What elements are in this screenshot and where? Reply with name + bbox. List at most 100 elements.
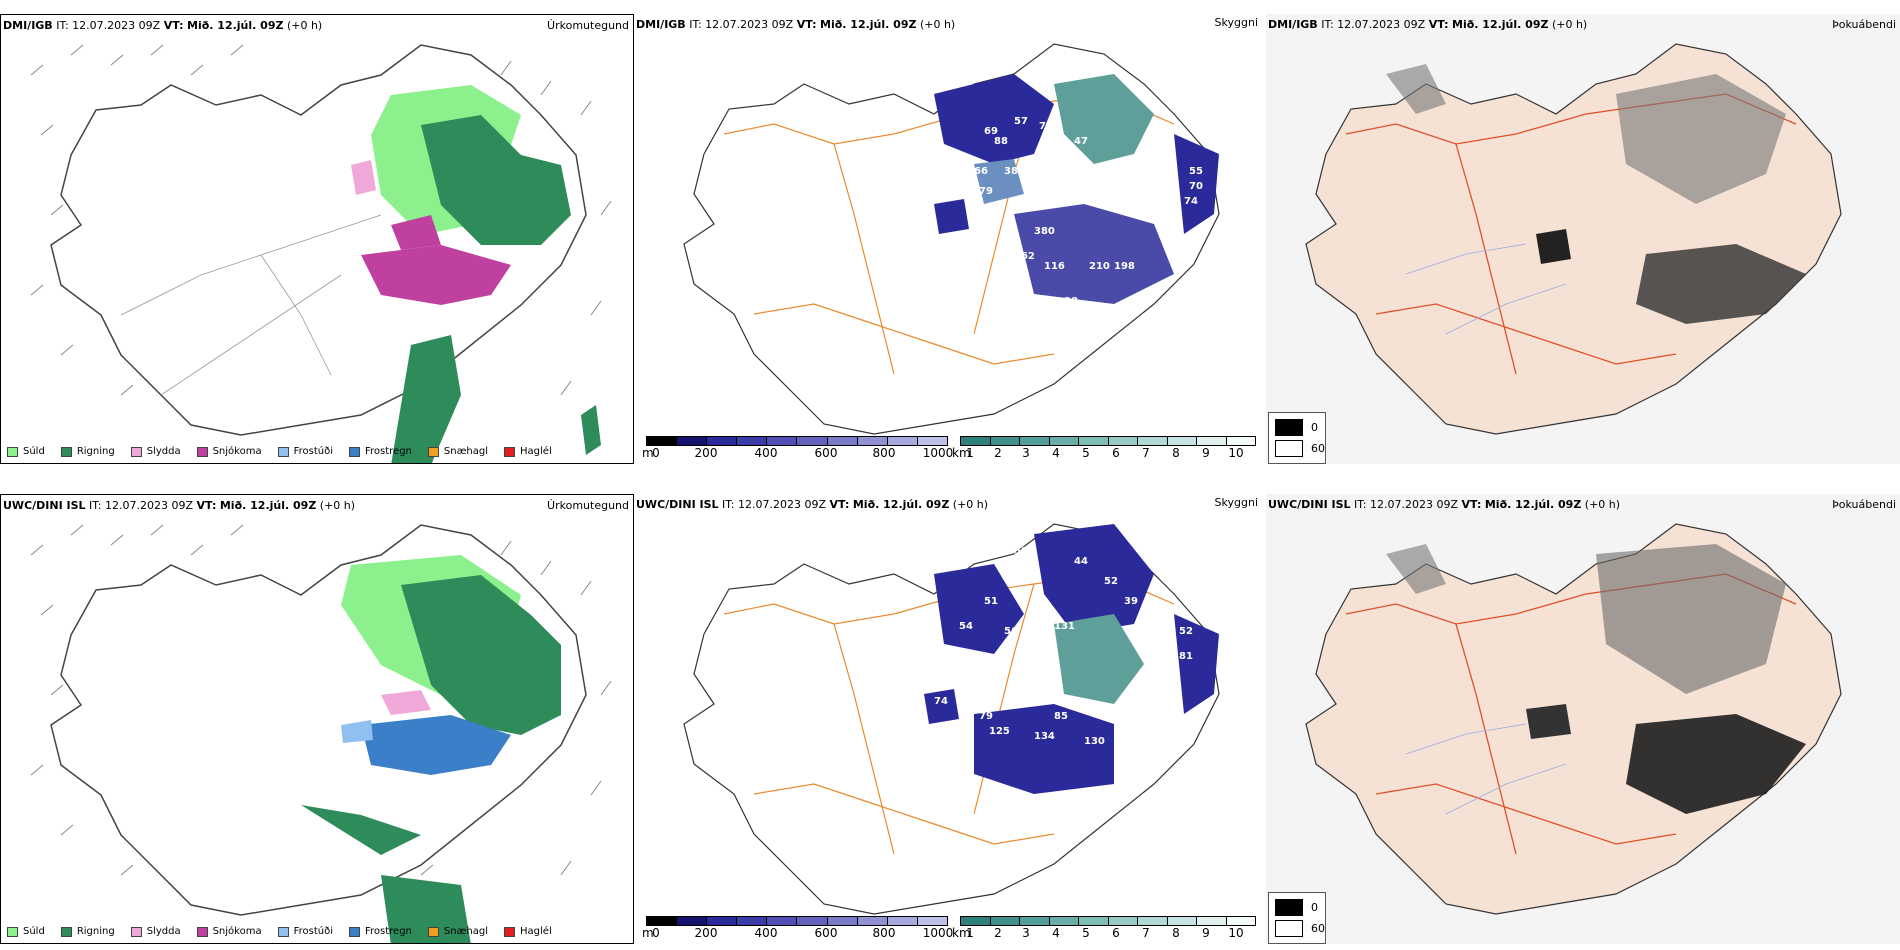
panel-title: UWC/DINI ISL IT: 12.07.2023 09Z VT: Mið.… xyxy=(1268,498,1621,511)
visibility-value-label: 55 xyxy=(1189,166,1203,177)
precip-type-panel-bottom: UWC/DINI ISL IT: 12.07.2023 09Z VT: Mið.… xyxy=(0,494,634,944)
visibility-value-label: 52 xyxy=(1179,626,1193,637)
visibility-value-label: 74 xyxy=(1184,196,1198,207)
fog-areas xyxy=(1386,64,1806,324)
elevation-colorbar: m 0 200 400 600 800 1000 xyxy=(642,436,954,460)
precip-map-top xyxy=(30,44,612,463)
visibility-value-label: 70 xyxy=(1189,181,1203,192)
visibility-value-label: 74 xyxy=(934,696,948,707)
legend-item: Snjókoma xyxy=(196,926,262,937)
precip-areas xyxy=(351,85,601,463)
panel-type-label: Skyggni xyxy=(1214,16,1258,29)
visibility-value-label: 79 xyxy=(979,711,993,722)
panel-type-label: Úrkomutegund xyxy=(547,499,629,512)
visibility-value-label: 54 xyxy=(959,621,973,632)
legend-swatch xyxy=(130,446,142,457)
legend-item: Súld xyxy=(7,926,45,937)
visibility-value-label: 107 xyxy=(964,236,985,247)
panel-title: DMI/IGB IT: 12.07.2023 09Z VT: Mið. 12.j… xyxy=(636,18,956,31)
precip-map-bottom xyxy=(30,524,612,943)
visibility-value-label: 56 xyxy=(1004,626,1018,637)
visibility-value-label: 76 xyxy=(1114,726,1128,737)
panel-type-label: Skyggni xyxy=(1214,496,1258,509)
legend-item: Snjókoma xyxy=(196,446,262,457)
low-visibility-areas xyxy=(924,524,1219,794)
legend-item: Haglél xyxy=(504,926,552,937)
legend-swatch xyxy=(349,446,360,457)
visibility-value-label: 79 xyxy=(1014,686,1028,697)
visibility-km-colorbar: km 1 2 3 4 5 6 7 8 9 10 xyxy=(952,916,1256,940)
visibility-value-label: 74 xyxy=(1029,636,1043,647)
visibility-ticks: km 1 2 3 4 5 6 7 8 9 10 xyxy=(952,926,1244,940)
precip-areas xyxy=(301,555,561,943)
legend-item: Frostúði xyxy=(277,926,333,937)
low-visibility-areas xyxy=(934,74,1219,304)
fog-map-bottom xyxy=(1266,494,1900,944)
visibility-values: 59 44 52 39 51 54 56 131 74 60 79 74 79 85 125 134 130 76… xyxy=(719,546,1193,747)
fog-legend: 0 60 xyxy=(1268,412,1326,464)
legend-item: Slydda xyxy=(130,446,181,457)
visibility-value-label: 69 xyxy=(984,126,998,137)
visibility-value-label: 66 xyxy=(974,166,988,177)
visibility-value-label: 60 xyxy=(1024,661,1038,672)
legend-item: Haglél xyxy=(504,446,552,457)
visibility-value-label: 88 xyxy=(994,136,1008,147)
visibility-ticks: km 1 2 3 4 5 6 7 8 9 10 xyxy=(952,446,1244,460)
visibility-value-label: 79 xyxy=(979,186,993,197)
legend-swatch xyxy=(7,446,18,457)
visibility-value-label: 198 xyxy=(1114,261,1135,272)
visibility-value-label: 57 xyxy=(1014,116,1028,127)
visibility-value-label: 125 xyxy=(989,726,1010,737)
legend-item: Frostregn xyxy=(349,926,412,937)
elevation-ticks: m 0 200 400 600 800 1000 xyxy=(642,446,954,460)
visibility-value-label: 51 xyxy=(944,246,958,257)
visibility-value-label: 39 xyxy=(1124,596,1138,607)
legend-item: Snæhagl xyxy=(427,446,488,457)
panel-title: DMI/IGB IT: 12.07.2023 09Z VT: Mið. 12.j… xyxy=(3,19,323,32)
visibility-value-label: 262 xyxy=(1014,251,1035,262)
precip-type-panel-top: DMI/IGB IT: 12.07.2023 09Z VT: Mið. 12.j… xyxy=(0,14,634,464)
legend-item: Slydda xyxy=(130,926,181,937)
fog-map-top xyxy=(1266,14,1900,464)
visibility-panel-bottom: 59 44 52 39 51 54 56 131 74 60 79 74 79 85 125 134 130 76… xyxy=(634,494,1266,944)
legend-swatch xyxy=(60,446,72,457)
visibility-value-label: 124 xyxy=(994,261,1015,272)
panel-title: UWC/DINI ISL IT: 12.07.2023 09Z VT: Mið.… xyxy=(3,499,356,512)
legend-item: Rigning xyxy=(60,926,115,937)
legend-item: Frostregn xyxy=(349,446,412,457)
visibility-value-label: 131 xyxy=(1054,621,1075,632)
visibility-value-label: 57 xyxy=(719,671,733,682)
visibility-map-bottom: 59 44 52 39 51 54 56 131 74 60 79 74 79 85 125 134 130 76… xyxy=(683,523,1220,915)
panel-type-label: Úrkomutegund xyxy=(547,19,629,32)
visibility-value-label: 38 xyxy=(1004,166,1018,177)
panel-type-label: Þokuábendi xyxy=(1832,498,1896,511)
legend-item: Frostúði xyxy=(277,446,333,457)
fog-panel-top: DMI/IGB IT: 12.07.2023 09Z VT: Mið. 12.j… xyxy=(1266,14,1900,464)
visibility-value-label: 59 xyxy=(1014,546,1028,557)
precip-legend: Súld Rigning Slydda Snjókoma Frostúði Fr… xyxy=(7,926,552,937)
legend-swatch xyxy=(277,446,289,457)
visibility-value-label: 380 xyxy=(1034,226,1055,237)
visibility-value-label: 85 xyxy=(1054,711,1068,722)
visibility-value-label: 51 xyxy=(984,596,998,607)
visibility-value-label: 73 xyxy=(1039,121,1053,132)
visibility-value-label: 134 xyxy=(1034,731,1055,742)
visibility-value-label: 81 xyxy=(1179,651,1193,662)
legend-item: Súld xyxy=(7,446,45,457)
fog-panel-bottom: UWC/DINI ISL IT: 12.07.2023 09Z VT: Mið.… xyxy=(1266,494,1900,944)
fog-areas xyxy=(1386,544,1806,814)
visibility-value-label: 210 xyxy=(1089,261,1110,272)
visibility-value-label: 52 xyxy=(1104,576,1118,587)
visibility-panel-top: 95 57 73 47 69 88 66 55 70 74 79 380 107 51 262 124 116 2… xyxy=(634,14,1266,464)
legend-item: Snæhagl xyxy=(427,926,488,937)
elevation-colorbar: m 0 200 400 600 800 1000 xyxy=(642,916,953,940)
panel-title: UWC/DINI ISL IT: 12.07.2023 09Z VT: Mið.… xyxy=(636,498,989,511)
visibility-value-label: 130 xyxy=(1084,736,1105,747)
visibility-km-colorbar: km 1 2 3 4 5 6 7 8 9 10 xyxy=(952,436,1256,460)
legend-swatch xyxy=(196,446,208,457)
visibility-value-label: 44 xyxy=(1074,556,1088,567)
precip-legend: Súld Rigning Slydda Snjókoma Frostúði Fr… xyxy=(7,446,552,457)
legend-swatch xyxy=(427,446,439,457)
